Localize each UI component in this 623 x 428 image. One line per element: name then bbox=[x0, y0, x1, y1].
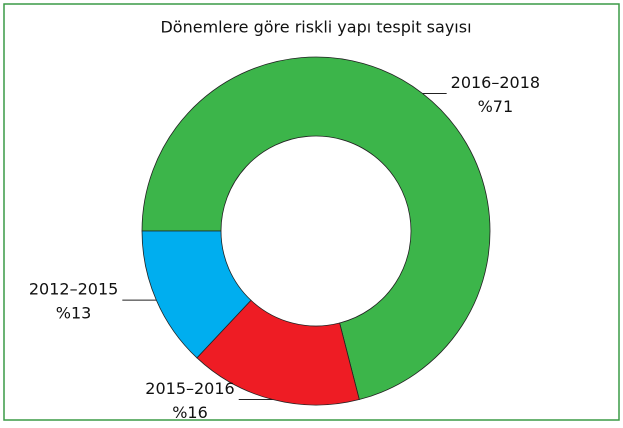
value-label: %16 bbox=[172, 403, 208, 422]
value-label: %71 bbox=[478, 97, 514, 116]
donut-slice bbox=[141, 230, 252, 359]
chart-title: Dönemlere göre riskli yapı tespit sayısı bbox=[160, 18, 471, 37]
slice-label: 2012–2015 bbox=[29, 280, 118, 299]
value-label: %13 bbox=[56, 304, 92, 323]
slice-label: 2016–2018 bbox=[451, 73, 540, 92]
slice-label: 2015–2016 bbox=[145, 379, 234, 398]
donut-slice bbox=[141, 56, 491, 401]
